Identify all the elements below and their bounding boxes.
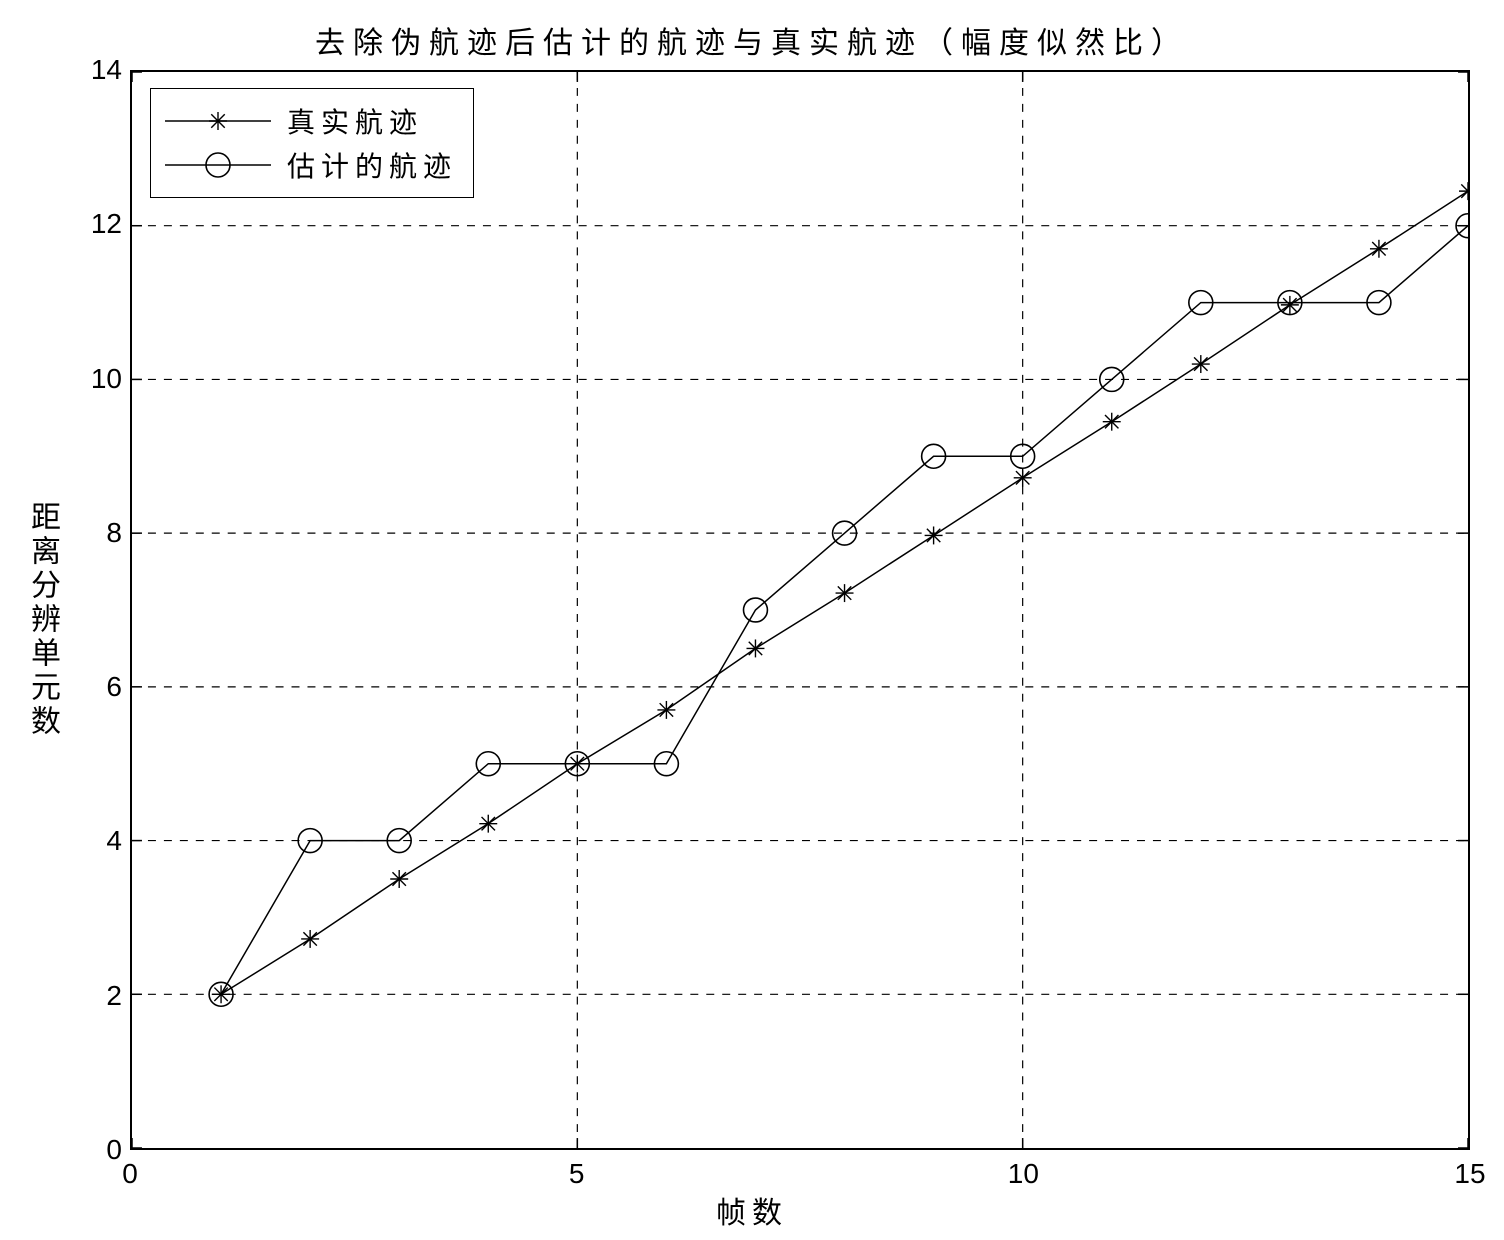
legend: 真实航迹估计的航迹 bbox=[150, 88, 474, 198]
y-axis-label: 距离分辨单元数 bbox=[20, 501, 64, 739]
chart-title: 去除伪航迹后估计的航迹与真实航迹（幅度似然比） bbox=[0, 18, 1504, 62]
legend-row: 真实航迹 bbox=[163, 99, 457, 143]
ytick-label: 6 bbox=[62, 671, 122, 703]
xtick-label: 15 bbox=[1454, 1158, 1485, 1190]
legend-swatch bbox=[163, 101, 273, 141]
plot-area: 真实航迹估计的航迹 bbox=[130, 70, 1470, 1150]
ytick-label: 8 bbox=[62, 517, 122, 549]
ytick-label: 14 bbox=[62, 54, 122, 86]
xtick-label: 0 bbox=[122, 1158, 138, 1190]
ytick-label: 12 bbox=[62, 208, 122, 240]
ytick-label: 10 bbox=[62, 363, 122, 395]
legend-label: 真实航迹 bbox=[287, 101, 423, 141]
ytick-label: 2 bbox=[62, 980, 122, 1012]
legend-swatch bbox=[163, 145, 273, 185]
xtick-label: 10 bbox=[1008, 1158, 1039, 1190]
legend-row: 估计的航迹 bbox=[163, 143, 457, 187]
plot-svg bbox=[132, 72, 1468, 1148]
ytick-label: 0 bbox=[62, 1134, 122, 1166]
x-axis-label: 帧数 bbox=[0, 1188, 1504, 1232]
legend-label: 估计的航迹 bbox=[287, 145, 457, 185]
chart-container: 去除伪航迹后估计的航迹与真实航迹（幅度似然比） 距离分辨单元数 帧数 真实航迹估… bbox=[0, 0, 1504, 1240]
xtick-label: 5 bbox=[569, 1158, 585, 1190]
ytick-label: 4 bbox=[62, 825, 122, 857]
